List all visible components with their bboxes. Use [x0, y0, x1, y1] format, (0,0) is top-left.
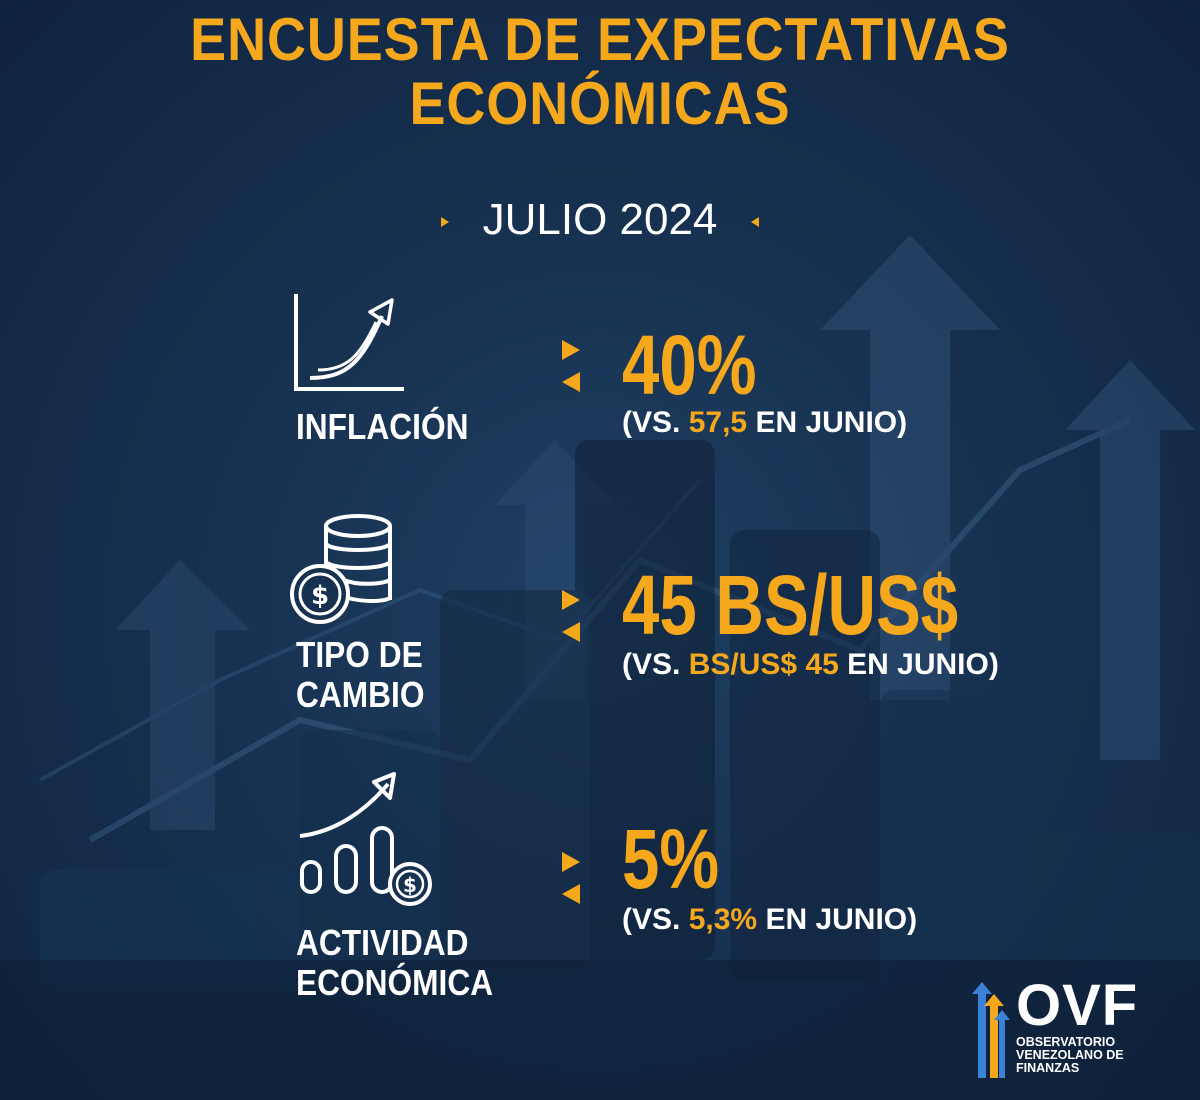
- marker-left-icon: [751, 217, 760, 228]
- page-title: ENCUESTA DE EXPECTATIVAS ECONÓMICAS: [60, 8, 1140, 136]
- svg-text:$: $: [403, 873, 417, 897]
- svg-text:$: $: [311, 581, 329, 611]
- inflation-previous-value: 57,5: [688, 406, 748, 439]
- line-chart-arrow-icon: [294, 294, 404, 391]
- growth-bars-dollar-icon: $: [299, 772, 432, 906]
- economic-activity-previous-value: 5,3%: [688, 903, 758, 936]
- inflation-value: 40%: [622, 318, 757, 412]
- exchange-rate-value: 45 BS/US$: [622, 558, 959, 652]
- inflation-label: INFLACIÓN: [296, 406, 469, 447]
- period-row: JULIO 2024: [0, 195, 1200, 245]
- logo-arrows-icon: [972, 982, 1010, 1078]
- economic-activity-value: 5%: [622, 812, 720, 906]
- marker-right-icon: [440, 217, 449, 228]
- exchange-rate-previous-value: BS/US$ 45: [688, 648, 839, 681]
- period-label: JULIO 2024: [482, 195, 718, 244]
- economic-activity-markers: [560, 852, 584, 912]
- ovf-logo: OVF OBSERVATORIO VENEZOLANO DE FINANZAS: [972, 973, 1172, 1078]
- exchange-rate-markers: [560, 590, 584, 650]
- logo-acronym: OVF: [1016, 973, 1139, 1038]
- coin-stack-dollar-icon: $: [290, 514, 392, 624]
- economic-activity-comparison: (VS. 5,3% EN JUNIO): [622, 903, 918, 936]
- economic-activity-label: ACTIVIDAD ECONÓMICA: [296, 922, 494, 1003]
- inflation-comparison: (VS. 57,5 EN JUNIO): [622, 406, 908, 439]
- title-line-2: ECONÓMICAS: [409, 70, 791, 137]
- title-line-1: ENCUESTA DE EXPECTATIVAS: [190, 6, 1010, 73]
- logo-name: OBSERVATORIO VENEZOLANO DE FINANZAS: [1016, 1035, 1124, 1075]
- exchange-rate-comparison: (VS. BS/US$ 45 EN JUNIO): [622, 648, 999, 681]
- inflation-markers: [560, 340, 584, 400]
- exchange-rate-label: TIPO DE CAMBIO: [296, 634, 425, 715]
